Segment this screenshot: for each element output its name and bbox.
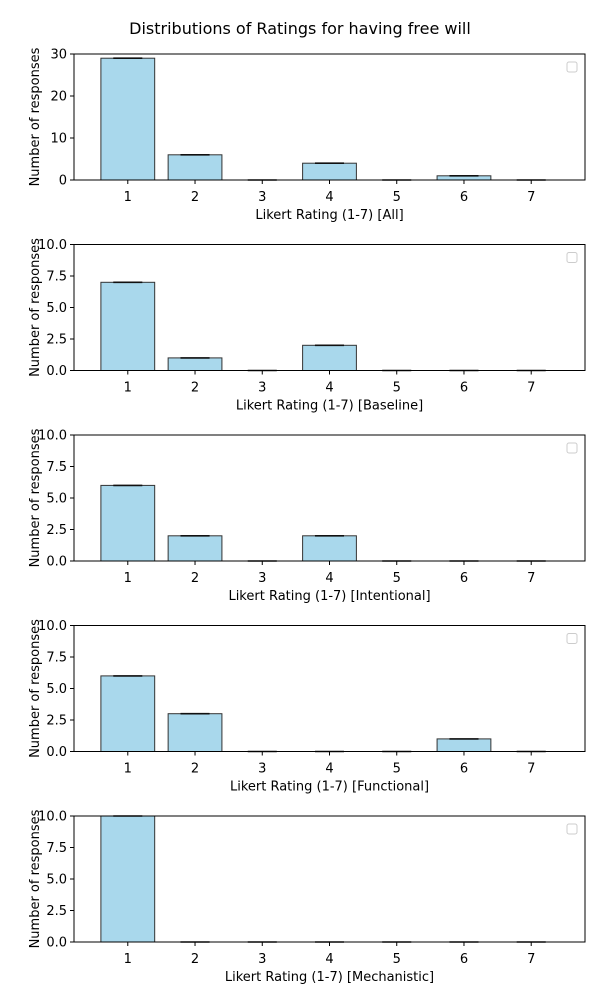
x-tick-label: 3 [258, 952, 266, 967]
x-tick-label: 4 [325, 381, 333, 396]
y-tick-label: 7.5 [46, 270, 67, 285]
x-tick-label: 5 [393, 571, 401, 586]
x-tick-label: 3 [258, 762, 266, 777]
y-tick-label: 2.5 [46, 714, 67, 729]
bar [167, 357, 223, 371]
bar [302, 535, 357, 562]
y-tick-label: 10.0 [38, 429, 67, 444]
bar [100, 281, 156, 371]
x-tick-label: 6 [460, 952, 468, 967]
y-axis-label: Number of responses [28, 428, 43, 567]
x-tick-label: 7 [527, 762, 535, 777]
legend-box [566, 252, 578, 263]
y-tick-label: 2.5 [46, 904, 67, 919]
x-tick-label: 3 [258, 190, 266, 205]
x-tick-label: 2 [191, 381, 199, 396]
x-tick-label: 2 [191, 571, 199, 586]
y-tick-label: 10.0 [38, 810, 67, 825]
x-tick-label: 2 [191, 190, 199, 205]
x-tick-label: 5 [393, 952, 401, 967]
x-tick-label: 4 [325, 762, 333, 777]
y-axis-label: Number of responses [28, 619, 43, 758]
x-tick-label: 6 [460, 762, 468, 777]
x-tick-label: 2 [191, 762, 199, 777]
x-tick-label: 5 [393, 762, 401, 777]
x-tick-label: 5 [393, 190, 401, 205]
y-tick-label: 10.0 [38, 238, 67, 253]
y-tick-label: 0.0 [46, 555, 67, 570]
chart-panel: 0.0 2.5 5.0 7.5 10.0 1 2 3 4 5 6 7 Likert Rating (1-… [28, 809, 586, 985]
y-tick-label: 0.0 [46, 364, 67, 379]
y-tick-label: 5.0 [46, 492, 67, 507]
bar [302, 344, 357, 371]
x-tick-label: 6 [460, 571, 468, 586]
y-tick-label: 2.5 [46, 333, 67, 348]
y-tick-label: 5.0 [46, 682, 67, 697]
bar [167, 535, 223, 562]
y-tick-label: 5.0 [46, 873, 67, 888]
y-tick-label: 7.5 [46, 841, 67, 856]
x-tick-label: 1 [124, 952, 132, 967]
y-tick-label: 2.5 [46, 523, 67, 538]
x-axis-label: Likert Rating (1-7) [Mechanistic] [225, 970, 434, 985]
bar [167, 713, 223, 753]
chart-panels: 0 10 20 30 1 2 3 4 5 6 7 Likert Rating (1-7) [All] N… [28, 47, 586, 985]
x-axis-label: Likert Rating (1-7) [Intentional] [228, 589, 430, 604]
y-axis-label: Number of responses [28, 238, 43, 377]
y-axis-label: Number of responses [28, 47, 43, 186]
bar [167, 154, 223, 181]
y-tick-label: 10.0 [38, 619, 67, 634]
figure-title: Distributions of Ratings for having free… [129, 19, 471, 38]
x-axis-label: Likert Rating (1-7) [Baseline] [236, 399, 423, 414]
y-tick-label: 20 [50, 90, 67, 105]
chart-panel: 0 10 20 30 1 2 3 4 5 6 7 Likert Rating (1-7) [All] N… [28, 47, 586, 223]
chart-panel: 0.0 2.5 5.0 7.5 10.0 1 2 3 4 5 6 7 Likert Rating (1-… [28, 238, 586, 414]
y-tick-label: 0.0 [46, 745, 67, 760]
x-tick-label: 7 [527, 381, 535, 396]
bar [100, 815, 156, 943]
legend-box [566, 823, 578, 835]
y-tick-label: 10 [50, 132, 67, 147]
x-axis-label: Likert Rating (1-7) [All] [255, 208, 403, 223]
bar [100, 484, 156, 562]
x-tick-label: 4 [325, 571, 333, 586]
y-tick-label: 7.5 [46, 651, 67, 666]
y-tick-label: 7.5 [46, 460, 67, 475]
x-tick-label: 3 [258, 381, 266, 396]
x-tick-label: 1 [124, 571, 132, 586]
y-tick-label: 5.0 [46, 301, 67, 316]
legend-box [566, 442, 578, 454]
x-tick-label: 6 [460, 190, 468, 205]
x-tick-label: 3 [258, 571, 266, 586]
x-tick-label: 5 [393, 381, 401, 396]
y-tick-label: 30 [50, 48, 67, 63]
x-tick-label: 2 [191, 952, 199, 967]
x-tick-label: 6 [460, 381, 468, 396]
legend-box [566, 61, 578, 73]
x-axis-label: Likert Rating (1-7) [Functional] [230, 780, 429, 795]
bar [302, 162, 357, 181]
x-tick-label: 1 [124, 762, 132, 777]
x-tick-label: 4 [325, 952, 333, 967]
chart-panel: 0.0 2.5 5.0 7.5 10.0 1 2 3 4 5 6 7 Likert Rating (1-… [28, 428, 586, 604]
bar [436, 738, 492, 753]
x-tick-label: 1 [124, 381, 132, 396]
y-tick-label: 0.0 [46, 936, 67, 951]
x-tick-label: 7 [527, 190, 535, 205]
x-tick-label: 4 [325, 190, 333, 205]
bar [100, 675, 156, 753]
y-axis-label: Number of responses [28, 809, 43, 948]
x-tick-label: 7 [527, 952, 535, 967]
bar [100, 57, 156, 181]
y-tick-label: 0 [59, 174, 67, 189]
chart-panel: 0.0 2.5 5.0 7.5 10.0 1 2 3 4 5 6 7 Likert Rating (1-… [28, 619, 586, 795]
legend-box [566, 633, 578, 644]
x-tick-label: 7 [527, 571, 535, 586]
x-tick-label: 1 [124, 190, 132, 205]
